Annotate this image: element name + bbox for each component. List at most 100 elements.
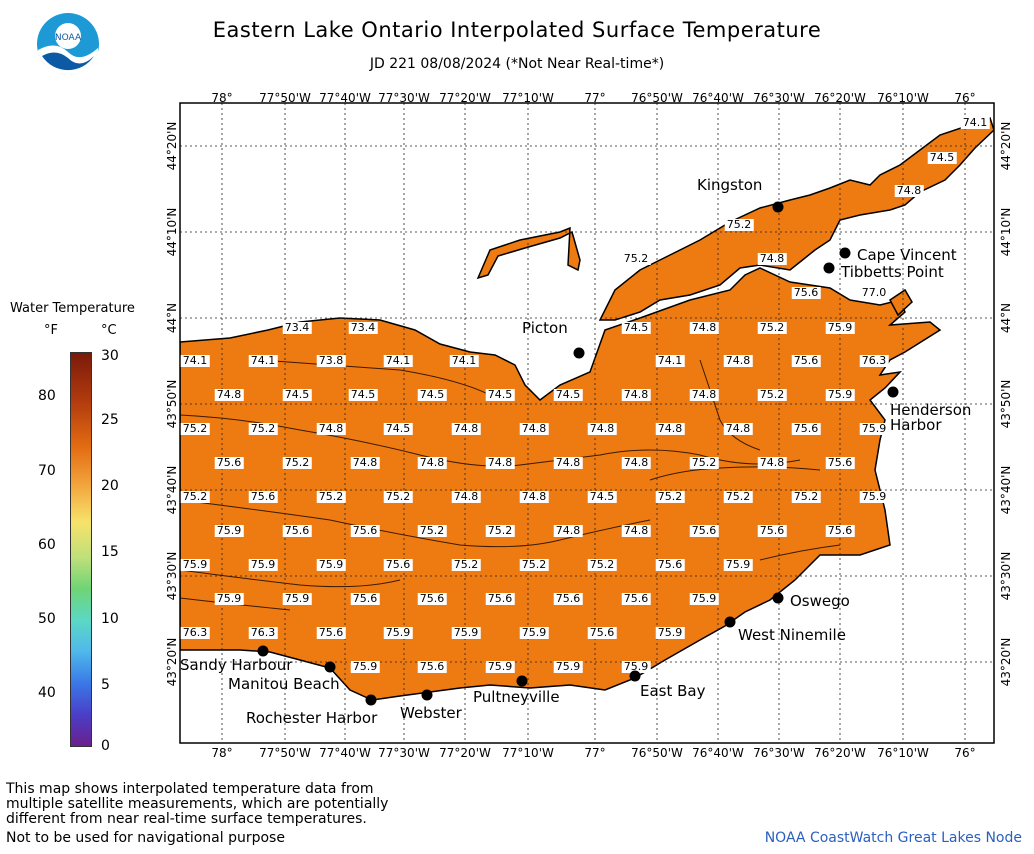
latitude-tick: 43°50'N [165, 379, 179, 429]
temperature-value: 75.9 [248, 558, 278, 571]
temperature-value: 75.6 [621, 592, 651, 605]
temperature-value: 74.5 [485, 388, 515, 401]
temperature-value: 75.9 [214, 524, 244, 537]
place-cape-vincent: Cape Vincent [857, 246, 957, 264]
temperature-value: 75.2 [723, 490, 753, 503]
temperature-value: 73.4 [282, 321, 312, 334]
temperature-value: 74.8 [316, 422, 346, 435]
temperature-value: 75.2 [417, 524, 447, 537]
legend-f-tick: 80 [38, 388, 56, 404]
map-subtitle: JD 221 08/08/2024 (*Not Near Real-time*) [369, 56, 665, 72]
temperature-value: 74.1 [960, 116, 990, 129]
temperature-value: 75.9 [825, 321, 855, 334]
temperature-value: 75.6 [655, 558, 685, 571]
west-ninemile-marker [724, 616, 736, 628]
latitude-tick: 43°50'N [999, 379, 1013, 429]
place-pultneyville: Pultneyville [473, 688, 560, 706]
legend-c-tick: 0 [101, 738, 110, 754]
latitude-tick: 44°10'N [999, 207, 1013, 257]
temperature-value: 75.9 [519, 626, 549, 639]
temperature-value: 74.1 [180, 354, 210, 367]
place-west-ninemile: West Ninemile [738, 626, 846, 644]
temperature-value: 74.1 [383, 354, 413, 367]
temperature-value: 75.6 [248, 490, 278, 503]
longitude-tick: 76°10'W [877, 746, 929, 760]
temperature-value: 75.2 [757, 388, 787, 401]
temperature-value: 74.8 [757, 252, 787, 265]
temperature-value: 74.8 [485, 456, 515, 469]
temperature-value: 75.6 [791, 354, 821, 367]
temperature-value: 75.6 [417, 592, 447, 605]
temperature-value: 74.1 [248, 354, 278, 367]
temperature-value: 75.9 [859, 422, 889, 435]
longitude-tick: 77°50'W [259, 746, 311, 760]
picton-marker [573, 347, 585, 359]
longitude-tick: 76°50'W [631, 91, 683, 105]
longitude-tick: 76°50'W [631, 746, 683, 760]
longitude-tick: 76°10'W [877, 91, 929, 105]
latitude-tick: 44°10'N [165, 207, 179, 257]
longitude-tick: 77°40'W [319, 746, 371, 760]
navigation-warning: Not to be used for navigational purpose [6, 830, 285, 846]
temperature-value: 75.9 [723, 558, 753, 571]
latitude-tick: 44°20'N [165, 121, 179, 171]
temperature-value: 75.9 [553, 660, 583, 673]
place-kingston: Kingston [697, 176, 763, 194]
temperature-value: 75.2 [485, 524, 515, 537]
temperature-value: 75.2 [689, 456, 719, 469]
temperature-value: 75.6 [316, 626, 346, 639]
temperature-value: 75.9 [451, 626, 481, 639]
temperature-value: 74.5 [587, 490, 617, 503]
lake-water [180, 117, 994, 701]
longitude-tick: 76°40'W [692, 746, 744, 760]
logo-text: NOAA [55, 33, 82, 43]
temperature-value: 75.6 [350, 524, 380, 537]
temperature-value: 75.9 [825, 388, 855, 401]
henderson-harbor-marker [887, 386, 899, 398]
longitude-tick: 78° [211, 91, 233, 105]
temperature-value: 74.8 [621, 388, 651, 401]
oswego-marker [772, 592, 784, 604]
place-manitou-beach: Manitou Beach [228, 675, 340, 693]
legend-c-tick: 15 [101, 544, 119, 560]
isotherm-contours [179, 359, 841, 611]
credit-link[interactable]: NOAA CoastWatch Great Lakes Node [764, 830, 1022, 846]
temperature-value: 75.6 [825, 524, 855, 537]
temperature-value: 75.6 [791, 422, 821, 435]
temperature-value: 75.6 [689, 524, 719, 537]
longitude-tick: 76°40'W [692, 91, 744, 105]
temperature-value: 74.8 [655, 422, 685, 435]
temperature-value: 75.9 [621, 660, 651, 673]
place-sandy-harbour: Sandy Harbour [180, 656, 293, 674]
place-oswego: Oswego [790, 592, 850, 610]
disclaimer-line-2: multiple satellite measurements, which a… [6, 796, 389, 812]
legend-c-tick: 20 [101, 478, 119, 494]
longitude-tick: 77°10'W [502, 91, 554, 105]
place-east-bay: East Bay [640, 682, 706, 700]
temperature-value: 74.1 [655, 354, 685, 367]
temperature-value: 74.8 [757, 456, 787, 469]
temperature-value: 75.9 [655, 626, 685, 639]
legend-c-tick: 10 [101, 611, 119, 627]
temperature-value: 75.6 [553, 592, 583, 605]
temperature-value: 73.8 [316, 354, 346, 367]
temperature-value: 75.2 [248, 422, 278, 435]
sandy-harbour-marker [257, 645, 269, 657]
temperature-value: 74.8 [451, 422, 481, 435]
temperature-value: 75.2 [451, 558, 481, 571]
temperature-value: 74.8 [519, 490, 549, 503]
temperature-value: 74.8 [723, 354, 753, 367]
temperature-value: 74.8 [689, 321, 719, 334]
longitude-tick: 76°30'W [753, 746, 805, 760]
temperature-value: 75.9 [282, 592, 312, 605]
legend-f-tick: 60 [38, 537, 56, 553]
latitude-tick: 43°30'N [165, 551, 179, 601]
legend-unit-c: °C [101, 323, 117, 338]
latitude-tick: 43°20'N [999, 637, 1013, 687]
noaa-logo: NOAA [36, 12, 100, 76]
temperature-value: 77.0 [859, 286, 889, 299]
temperature-value: 74.5 [383, 422, 413, 435]
legend-f-tick: 50 [38, 611, 56, 627]
longitude-tick: 76°20'W [814, 91, 866, 105]
longitude-tick: 76°20'W [814, 746, 866, 760]
